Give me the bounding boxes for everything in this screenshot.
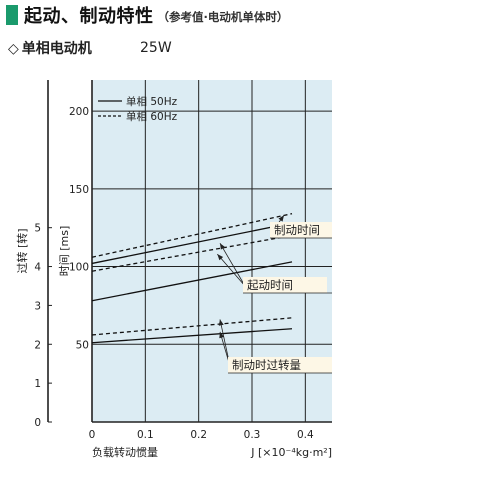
annotation-label: 制动时过转量 <box>232 358 301 372</box>
arrowhead <box>217 254 224 261</box>
series-line-dashed <box>91 213 293 258</box>
motor-type-label: 单相电动机 <box>21 41 92 57</box>
y-tick-label-turns: 0 <box>34 417 41 429</box>
page-title: 起动、制动特性 <box>24 6 154 27</box>
arrowhead <box>218 319 224 326</box>
grid <box>92 80 332 422</box>
series-line-solid <box>91 328 293 344</box>
leader-line <box>219 243 246 287</box>
motor-type: ◇ 单相电动机 <box>8 38 92 58</box>
y-tick-label-turns: 4 <box>34 262 41 274</box>
y-tick-label-turns: 3 <box>34 300 41 312</box>
y-tick-label-turns: 1 <box>34 378 41 390</box>
annotation-box <box>243 277 327 293</box>
x-tick-label: 0.4 <box>297 429 314 441</box>
arrowhead <box>220 243 226 250</box>
y-tick-label-time: 200 <box>69 106 89 118</box>
x-tick-label: 0.2 <box>190 429 207 441</box>
y-tick-label-turns: 5 <box>34 223 41 235</box>
leader-line <box>217 253 246 287</box>
annotation-label: 制动时间 <box>274 223 320 237</box>
annotation-box <box>228 357 332 373</box>
motor-power: 25W <box>140 40 172 56</box>
x-axis-label: 负载转动惯量 <box>92 445 158 459</box>
series-line-dashed <box>91 317 293 336</box>
series-lines <box>91 213 293 344</box>
series-line-solid <box>91 261 293 302</box>
y-tick-label-time: 150 <box>69 184 89 196</box>
legend-label: 单相 50Hz <box>126 95 178 108</box>
annotation-label: 起动时间 <box>247 278 293 292</box>
page-subtitle: （参考值·电动机单体时） <box>157 10 289 24</box>
x-tick-label: 0.1 <box>137 429 154 441</box>
y-axis-label-turns: 过转 [转] <box>15 228 29 273</box>
diamond-icon: ◇ <box>8 41 19 57</box>
tick-labels: 0 0.1 0.2 0.3 0.4 200 150 100 50 5 4 3 2 1 0 <box>34 106 314 441</box>
annotation-box <box>270 222 332 238</box>
axis-labels: 时间 [ms] 过转 [转] 负载转动惯量 J [×10⁻⁴kg·m²] <box>15 226 332 459</box>
y-tick-label-time: 50 <box>76 339 89 351</box>
section-header: 起动、制动特性 （参考值·电动机单体时） <box>6 4 289 27</box>
header-accent-bar <box>6 5 18 25</box>
axes <box>47 80 332 423</box>
y-axis-label-time: 时间 [ms] <box>58 226 71 277</box>
x-axis-unit-label: J [×10⁻⁴kg·m²] <box>250 446 332 459</box>
series-line-solid <box>91 222 293 265</box>
legend-label: 单相 60Hz <box>126 110 178 123</box>
x-tick-label: 0 <box>89 429 96 441</box>
series-line-dashed <box>91 234 293 272</box>
arrowhead <box>278 215 284 222</box>
y-tick-label-time: 100 <box>69 262 89 274</box>
arrowhead <box>219 331 225 339</box>
x-tick-label: 0.3 <box>244 429 261 441</box>
legend: 单相 50Hz 单相 60Hz <box>98 95 178 123</box>
y-tick-label-turns: 2 <box>34 339 41 351</box>
